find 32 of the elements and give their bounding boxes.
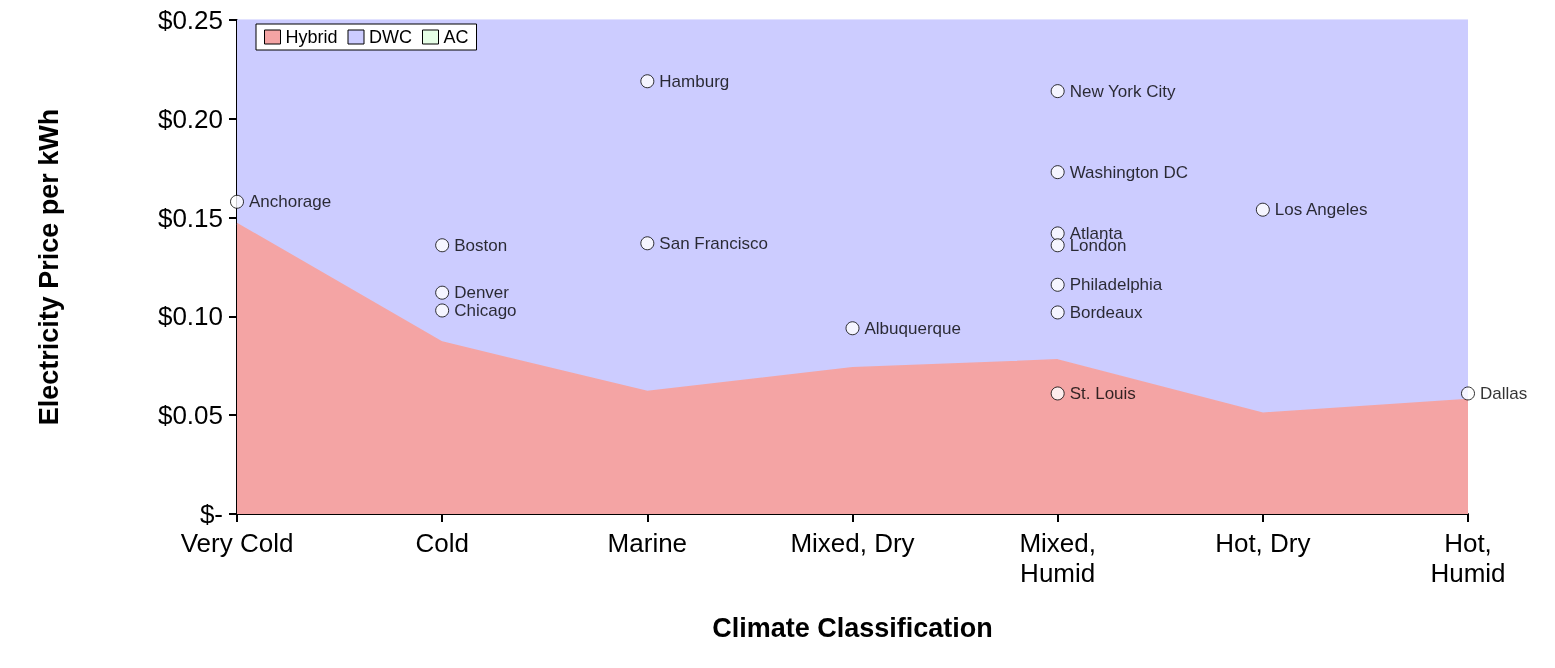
annotation: Anchorage bbox=[249, 192, 332, 212]
x-tick-label: Very Cold bbox=[180, 528, 294, 558]
legend-label: AC bbox=[443, 27, 469, 47]
x-tick-label: Cold bbox=[415, 528, 469, 558]
x-tick-label: Hot, Dry bbox=[1215, 528, 1311, 558]
x-tick-label: Hot, Humid bbox=[1430, 528, 1506, 588]
x-tick-label: Marine bbox=[607, 528, 688, 558]
annotation: Los Angeles bbox=[1274, 200, 1368, 220]
y-tick-label: $0.15 bbox=[157, 202, 223, 233]
annotation: Philadelphia bbox=[1069, 275, 1163, 295]
x-tick-label: Mixed, Dry bbox=[790, 528, 915, 558]
x-axis-title: Climate Classification bbox=[712, 612, 993, 643]
annotation: Bordeaux bbox=[1069, 302, 1143, 322]
annotation: Hamburg bbox=[659, 71, 730, 91]
x-tick-label: Mixed, Humid bbox=[1019, 528, 1096, 588]
annotation: Dallas bbox=[1480, 383, 1528, 403]
y-axis-title: Electricity Price per kWh bbox=[33, 108, 64, 426]
annotation: Washington DC bbox=[1069, 162, 1189, 182]
y-tick-label: $0.20 bbox=[157, 103, 223, 134]
y-tick-label: $0.05 bbox=[157, 400, 223, 431]
annotation: St. Louis bbox=[1069, 383, 1136, 403]
y-tick-label: $0.10 bbox=[157, 301, 223, 332]
annotation: Boston bbox=[454, 235, 508, 255]
y-tick-label: $0.25 bbox=[157, 5, 223, 35]
annotation: Albuquerque bbox=[864, 318, 961, 338]
series-label: DWC bbox=[369, 27, 413, 47]
annotation: New York City bbox=[1069, 81, 1176, 101]
y-tick-label: $- bbox=[199, 499, 223, 529]
annotation: Denver bbox=[454, 283, 510, 303]
legend-label: Hybrid bbox=[285, 27, 338, 47]
annotation: Chicago bbox=[454, 300, 517, 320]
annotation: San Francisco bbox=[659, 233, 769, 253]
